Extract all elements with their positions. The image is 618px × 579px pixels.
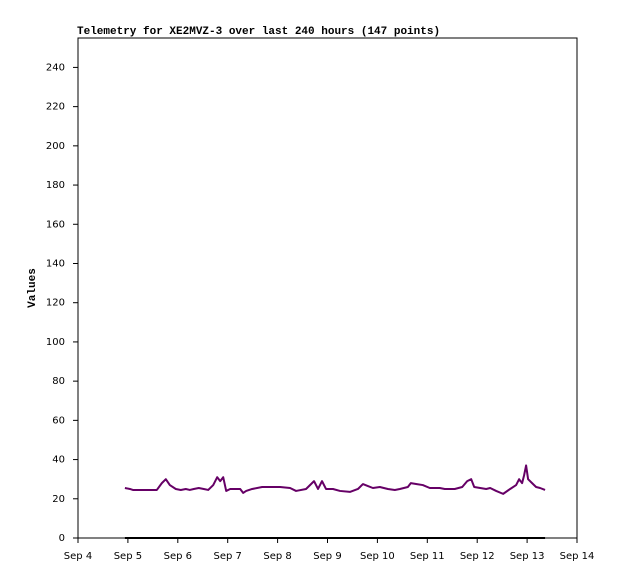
y-tick-label: 40 <box>52 455 65 466</box>
x-tick-label: Sep 9 <box>313 551 341 562</box>
y-tick-label: 200 <box>46 141 65 152</box>
y-axis-label: Values <box>27 268 39 308</box>
y-tick-label: 160 <box>46 219 65 230</box>
y-tick-label: 20 <box>52 494 65 505</box>
series-line <box>124 464 546 495</box>
x-tick-label: Sep 8 <box>263 551 291 562</box>
y-tick-label: 180 <box>46 180 65 191</box>
y-tick-label: 80 <box>52 376 65 387</box>
plot-frame <box>77 37 578 539</box>
x-tick-label: Sep 14 <box>560 551 595 562</box>
y-tick-label: 140 <box>46 258 65 269</box>
y-tick-label: 240 <box>46 62 65 73</box>
x-tick-label: Sep 13 <box>510 551 545 562</box>
x-tick-label: Sep 5 <box>114 551 142 562</box>
x-tick-label: Sep 7 <box>214 551 242 562</box>
y-tick-label: 220 <box>46 102 65 113</box>
x-tick-label: Sep 11 <box>410 551 445 562</box>
chart-title: Telemetry for XE2MVZ-3 over last 240 hou… <box>77 26 440 38</box>
x-tick-label: Sep 6 <box>164 551 192 562</box>
x-tick-label: Sep 12 <box>460 551 495 562</box>
x-tick-label: Sep 10 <box>360 551 395 562</box>
y-tick-label: 100 <box>46 337 65 348</box>
y-tick-label: 120 <box>46 298 65 309</box>
y-tick-label: 60 <box>52 415 65 426</box>
y-tick-label: 0 <box>59 533 65 544</box>
x-tick-label: Sep 4 <box>64 551 92 562</box>
